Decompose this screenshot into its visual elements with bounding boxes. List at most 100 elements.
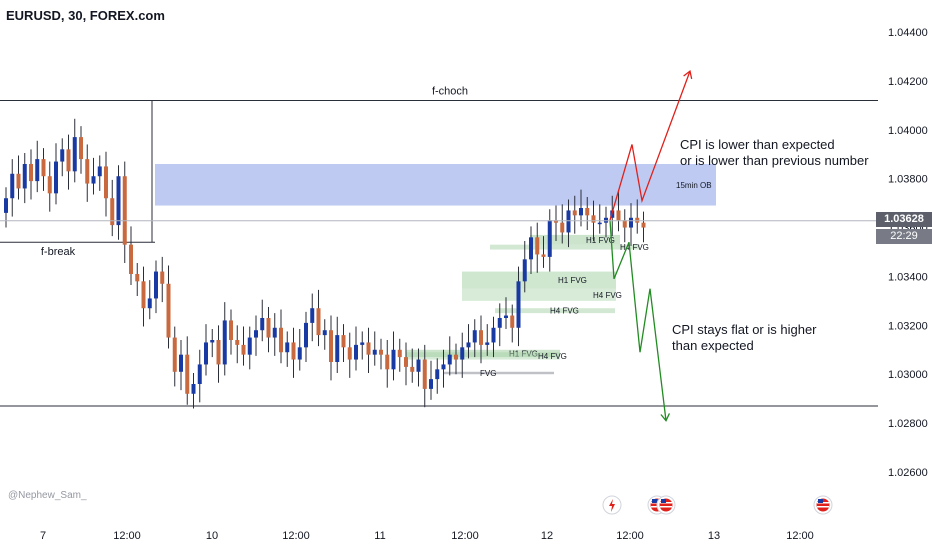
y-tick-label: 1.03400 <box>888 271 928 283</box>
candle-body <box>72 137 77 172</box>
candle-body <box>404 357 408 367</box>
candle-body <box>460 347 465 360</box>
candle-body <box>141 281 146 309</box>
candle-body <box>560 222 565 233</box>
candle-body <box>310 308 315 323</box>
candle-body <box>335 335 340 362</box>
candle-body <box>522 259 527 282</box>
candle-body <box>516 281 521 328</box>
candle-body <box>629 217 633 228</box>
candle-body <box>154 271 158 299</box>
zone-rect <box>490 244 640 250</box>
candle-body <box>360 342 365 345</box>
candle-body <box>116 176 121 226</box>
candle-body <box>572 210 577 216</box>
x-tick-label: 12 <box>541 530 553 542</box>
candle-body <box>410 366 415 372</box>
candle-body <box>216 340 221 365</box>
candle-body <box>85 159 90 184</box>
candle-body <box>566 210 571 233</box>
candle-body <box>529 237 533 260</box>
flag-canton-icon <box>652 499 657 503</box>
zone-label: H1 FVG <box>586 236 615 245</box>
candle-body <box>579 208 583 216</box>
zone-label: 15min OB <box>676 181 712 190</box>
candle-body <box>247 337 252 355</box>
candle-body <box>316 308 321 336</box>
x-tick-label: 7 <box>40 530 46 542</box>
candle-body <box>79 137 83 160</box>
zone-label: FVG <box>480 369 496 378</box>
zone-label: H1 FVG <box>558 276 587 285</box>
candle-body <box>60 149 65 162</box>
candle-body <box>222 320 227 365</box>
candle-body <box>29 164 33 182</box>
y-tick-label: 1.02600 <box>888 467 928 479</box>
y-tick-label: 1.02800 <box>888 418 928 430</box>
candle-body <box>622 220 627 228</box>
chart-title: EURUSD, 30, FOREX.com <box>6 8 165 23</box>
lightning-icon <box>609 499 615 512</box>
candle-body <box>547 220 552 257</box>
candle-body <box>504 315 508 318</box>
x-tick-label: 13 <box>708 530 720 542</box>
flag-stripe-icon <box>817 506 829 508</box>
candle-body <box>241 344 246 355</box>
candle-body <box>235 340 240 345</box>
x-tick-label: 10 <box>206 530 218 542</box>
candle-body <box>510 315 515 328</box>
candle-body <box>347 347 352 360</box>
candle-body <box>160 271 165 284</box>
zone-label: H4 FVG <box>538 352 567 361</box>
candle-body <box>47 176 52 194</box>
candle-body <box>147 298 152 309</box>
x-tick-label: 12:00 <box>282 530 310 542</box>
candle-body <box>541 254 546 257</box>
annotation-text: CPI is lower than expected <box>680 137 835 152</box>
candle-body <box>472 330 477 343</box>
candle-body <box>272 327 277 338</box>
candle-body <box>397 349 402 358</box>
annotation-text: or is lower than previous number <box>680 153 869 168</box>
candle-body <box>454 354 458 360</box>
candle-body <box>379 349 383 355</box>
candle-body <box>135 274 140 282</box>
candle-body <box>297 347 302 360</box>
candle-body <box>204 342 208 365</box>
candle-body <box>497 318 502 328</box>
projection-path-bullish <box>609 70 691 221</box>
candle-body <box>416 359 421 372</box>
candle-body <box>422 359 427 389</box>
level-label: f-choch <box>432 85 468 97</box>
candle-body <box>435 369 440 380</box>
zone-label: H1 FVG <box>509 349 538 358</box>
zone-label: H4 FVG <box>550 307 579 316</box>
candle-body <box>591 215 596 223</box>
candle-body <box>197 364 202 384</box>
candle-body <box>554 220 558 223</box>
candle-body <box>385 354 390 370</box>
candle-body <box>304 322 308 348</box>
candle-body <box>372 349 377 355</box>
zone-rect <box>406 349 560 358</box>
candle-body <box>166 283 171 338</box>
zone-label: H4 FVG <box>593 291 622 300</box>
candle-body <box>447 354 452 365</box>
candle-body <box>110 198 115 226</box>
x-tick-label: 12:00 <box>786 530 814 542</box>
candle-body <box>254 330 258 338</box>
y-tick-label: 1.04000 <box>888 125 928 137</box>
zone-rect <box>495 308 615 314</box>
x-tick-label: 11 <box>374 530 385 542</box>
candle-body <box>22 164 27 189</box>
candle-body <box>191 384 196 394</box>
candle-body <box>129 244 133 274</box>
candle-body <box>616 210 621 221</box>
flag-canton-icon <box>818 499 823 503</box>
y-tick-label: 1.03000 <box>888 369 928 381</box>
candle-body <box>391 349 396 370</box>
projection-arrowhead <box>683 69 693 80</box>
candle-body <box>266 318 271 338</box>
